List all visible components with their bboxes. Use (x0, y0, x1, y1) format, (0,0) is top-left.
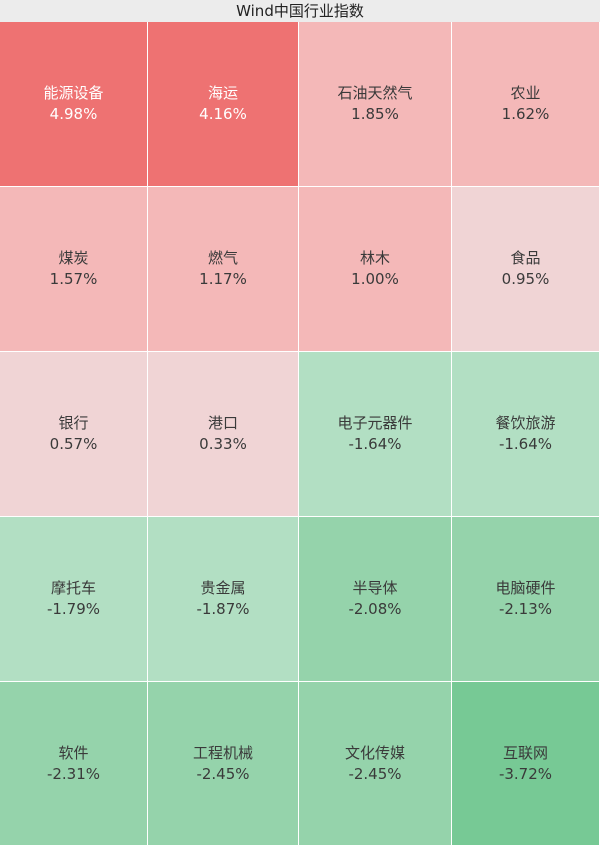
heatmap-cell[interactable]: 能源设备 4.98% (0, 22, 148, 187)
heatmap-cell[interactable]: 半导体 -2.08% (299, 517, 452, 682)
industry-change: -1.64% (498, 435, 553, 453)
industry-change: 0.33% (199, 435, 247, 453)
industry-change: -2.08% (348, 600, 402, 618)
industry-name: 能源设备 (43, 84, 104, 102)
chart-title: Wind中国行业指数 (0, 0, 600, 22)
industry-change: -2.45% (348, 764, 402, 783)
industry-change: 4.98% (49, 105, 98, 123)
heatmap-cell[interactable]: 石油天然气 1.85% (299, 22, 452, 187)
industry-name: 电子元器件 (337, 414, 413, 432)
industry-change: -2.31% (46, 764, 101, 783)
industry-change: 1.62% (501, 105, 550, 123)
heatmap-cell[interactable]: 餐饮旅游 -1.64% (452, 352, 600, 517)
industry-name: 煤炭 (58, 249, 89, 267)
industry-name: 石油天然气 (337, 84, 413, 102)
industry-change: -2.13% (498, 600, 553, 618)
heatmap-grid: 能源设备 4.98% 海运 4.16% 石油天然气 1.85% 农业 1.62% 煤炭 1.57%… (0, 22, 600, 846)
industry-change: 1.85% (351, 105, 399, 123)
industry-name: 工程机械 (192, 743, 253, 762)
heatmap-cell[interactable]: 银行 0.57% (0, 352, 148, 517)
industry-name: 电脑硬件 (495, 579, 556, 597)
industry-name: 贵金属 (200, 579, 246, 597)
heatmap-cell[interactable]: 软件 -2.31% (0, 682, 148, 846)
industry-name: 农业 (510, 84, 541, 102)
industry-name: 摩托车 (50, 579, 96, 597)
industry-change: 4.16% (199, 105, 247, 123)
industry-change: -2.45% (196, 764, 250, 783)
heatmap-cell[interactable]: 互联网 -3.72% (452, 682, 600, 846)
industry-name: 林木 (359, 249, 390, 267)
industry-change: -1.87% (196, 600, 250, 618)
heatmap-cell[interactable]: 煤炭 1.57% (0, 187, 148, 352)
heatmap-cell[interactable]: 海运 4.16% (148, 22, 299, 187)
heatmap-cell[interactable]: 燃气 1.17% (148, 187, 299, 352)
industry-name: 海运 (207, 84, 238, 102)
heatmap-cell[interactable]: 摩托车 -1.79% (0, 517, 148, 682)
industry-name: 互联网 (502, 743, 548, 762)
industry-change: 1.57% (49, 270, 98, 288)
industry-change: -1.79% (46, 600, 101, 618)
industry-name: 文化传媒 (344, 743, 405, 762)
industry-name: 餐饮旅游 (495, 414, 556, 432)
industry-name: 银行 (58, 414, 89, 432)
industry-name: 港口 (207, 414, 238, 432)
heatmap-cell[interactable]: 林木 1.00% (299, 187, 452, 352)
heatmap-cell[interactable]: 贵金属 -1.87% (148, 517, 299, 682)
industry-change: 1.00% (351, 270, 399, 288)
industry-change: 0.95% (501, 270, 550, 288)
industry-name: 软件 (58, 743, 89, 762)
heatmap-cell[interactable]: 电子元器件 -1.64% (299, 352, 452, 517)
industry-name: 食品 (510, 249, 541, 267)
heatmap-cell[interactable]: 食品 0.95% (452, 187, 600, 352)
industry-name: 半导体 (352, 579, 398, 597)
industry-change: 0.57% (49, 435, 98, 453)
heatmap-cell[interactable]: 工程机械 -2.45% (148, 682, 299, 846)
heatmap-cell[interactable]: 电脑硬件 -2.13% (452, 517, 600, 682)
industry-name: 燃气 (207, 249, 238, 267)
heatmap-cell[interactable]: 农业 1.62% (452, 22, 600, 187)
heatmap-cell[interactable]: 港口 0.33% (148, 352, 299, 517)
heatmap-cell[interactable]: 文化传媒 -2.45% (299, 682, 452, 846)
industry-change: -3.72% (498, 764, 553, 783)
industry-change: 1.17% (199, 270, 247, 288)
industry-change: -1.64% (348, 435, 402, 453)
